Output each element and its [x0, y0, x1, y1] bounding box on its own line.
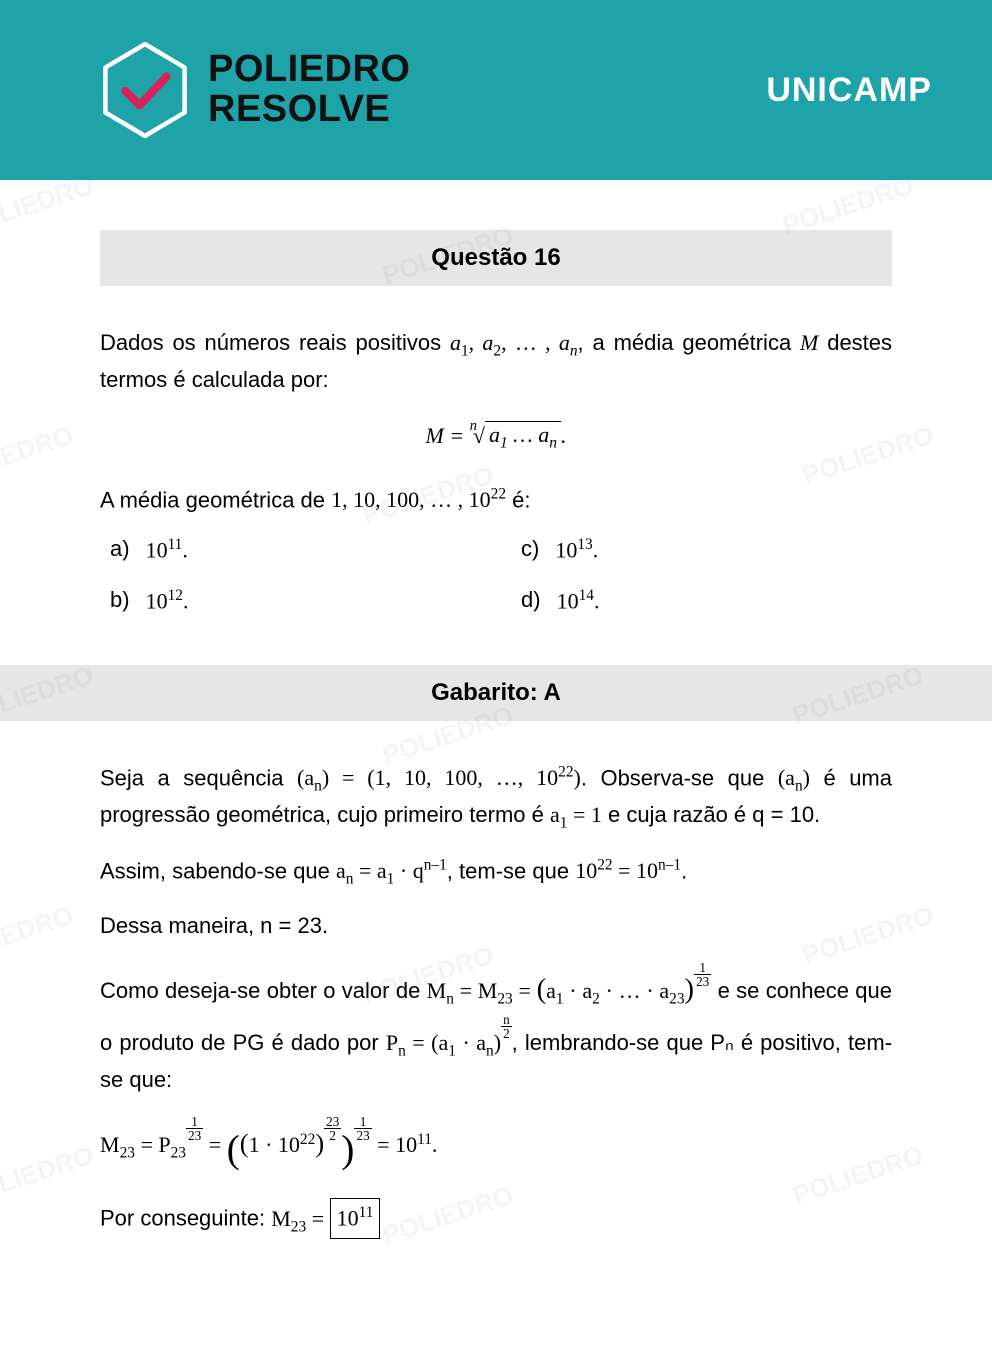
intro-sequence: a1, a2, … , an: [450, 330, 578, 355]
option-a: a) 1011.: [110, 536, 481, 563]
prompt-part2: é:: [506, 487, 530, 512]
answer-title-bar: Gabarito: A: [0, 665, 992, 721]
option-d-value: 1014.: [557, 587, 600, 614]
option-b: b) 1012.: [110, 587, 481, 614]
page-content: POLIEDRO POLIEDRO POLIEDRO POLIEDRO POLI…: [0, 180, 992, 1317]
question-prompt: A média geométrica de 1, 10, 100, … , 10…: [100, 483, 892, 516]
question-intro: Dados os números reais positivos a1, a2,…: [100, 326, 892, 396]
options-grid: a) 1011. c) 1013. b) 1012. d) 1014.: [110, 536, 892, 615]
boxed-answer: 1011: [330, 1198, 381, 1238]
solution-p6-label: Por conseguinte:: [100, 1206, 271, 1231]
solution-p6: Por conseguinte: M23 = 1011: [100, 1198, 892, 1239]
prompt-part1: A média geométrica de: [100, 487, 331, 512]
solution-p4: Como deseja-se obter o valor de Mn = M23…: [100, 961, 892, 1097]
option-a-value: 1011.: [146, 536, 188, 563]
option-c-value: 1013.: [555, 536, 598, 563]
solution-p2: Assim, sabendo-se que an = a1 · qn–1, te…: [100, 854, 892, 892]
solution-p1: Seja a sequência (an) = (1, 10, 100, …, …: [100, 761, 892, 836]
watermark: POLIEDRO: [0, 420, 77, 491]
logo-group: POLIEDRO RESOLVE: [100, 40, 410, 140]
solution-p5: M23 = P23123 = ((1 · 1022)232)123 = 1011…: [100, 1115, 892, 1180]
formula: M = n√a1 … an.: [100, 418, 892, 453]
solution-body: Seja a sequência (an) = (1, 10, 100, …, …: [100, 761, 892, 1239]
option-d: d) 1014.: [521, 587, 892, 614]
watermark: POLIEDRO: [0, 1140, 97, 1211]
intro-part1: Dados os números reais positivos: [100, 330, 450, 355]
option-a-label: a): [110, 536, 130, 563]
option-c: c) 1013.: [521, 536, 892, 563]
option-d-label: d): [521, 587, 541, 614]
brand-line-1: POLIEDRO: [208, 50, 410, 90]
intro-M: M: [800, 330, 818, 355]
brand-text: POLIEDRO RESOLVE: [208, 50, 410, 130]
question-title-bar: Questão 16: [100, 230, 892, 286]
exam-name: UNICAMP: [766, 71, 932, 110]
prompt-sequence: 1, 10, 100, … , 1022: [331, 487, 506, 512]
intro-part2: , a média geométrica: [578, 330, 801, 355]
option-b-label: b): [110, 587, 130, 614]
option-c-label: c): [521, 536, 539, 563]
solution-p4-part1: Como deseja-se obter o valor de: [100, 978, 427, 1003]
solution-p3: Dessa maneira, n = 23.: [100, 909, 892, 943]
watermark: POLIEDRO: [0, 900, 77, 971]
watermark: POLIEDRO: [0, 180, 97, 241]
hexagon-check-icon: [100, 40, 190, 140]
header-banner: POLIEDRO RESOLVE UNICAMP: [0, 0, 992, 180]
brand-line-2: RESOLVE: [208, 90, 410, 130]
option-b-value: 1012.: [146, 587, 189, 614]
